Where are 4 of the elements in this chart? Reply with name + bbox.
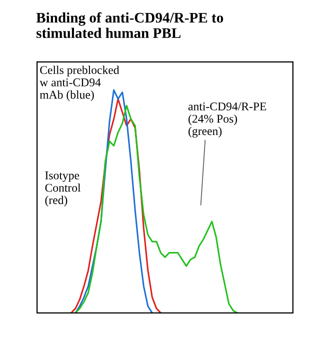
annotation: anti-CD94/R-PE (24% Pos) (green) [188, 102, 266, 138]
chart-title: Binding of anti-CD94/R-PE to stimulated human PBL [36, 12, 224, 38]
annotation: Cells preblocked w anti-CD94 mAb (blue) [40, 66, 120, 102]
annotation: Isotype Control (red) [45, 172, 81, 207]
